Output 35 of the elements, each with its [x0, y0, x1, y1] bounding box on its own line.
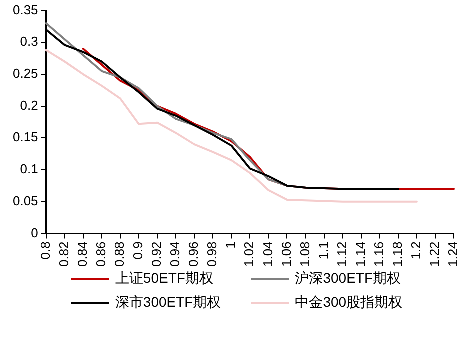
legend-label: 沪深300ETF期权 [295, 270, 402, 288]
y-tick-label: 0.3 [20, 34, 38, 50]
x-tick-label: 0.88 [112, 242, 128, 268]
legend-label: 中金300股指期权 [295, 294, 403, 312]
x-tick-label: 0.92 [149, 242, 164, 268]
x-tick-label: 1.08 [297, 242, 312, 268]
x-tick-label: 0.82 [56, 242, 72, 268]
x-tick-label: 0.96 [186, 242, 202, 268]
x-tick-label: 1.2 [408, 242, 424, 260]
y-tick-label: 0 [31, 225, 38, 240]
x-tick-label: 0.86 [93, 242, 108, 268]
y-tick-label: 0.25 [12, 66, 38, 82]
x-tick-label: 1.04 [260, 242, 276, 268]
legend-label: 上证50ETF期权 [115, 270, 214, 288]
x-tick-label: 0.9 [130, 242, 146, 260]
y-tick-label: 0.15 [12, 130, 38, 145]
x-tick-label: 1.02 [242, 242, 257, 268]
x-tick-label: 1.22 [427, 242, 442, 268]
x-tick-label: 1.16 [371, 242, 386, 268]
x-tick-label: 1.24 [446, 242, 461, 268]
x-tick-label: 0.98 [204, 242, 220, 268]
x-tick-label: 1.1 [316, 242, 331, 260]
x-tick-label: 0.8 [38, 242, 53, 260]
x-tick-label: 1 [223, 242, 238, 249]
legend-label: 深市300ETF期权 [115, 294, 222, 312]
y-tick-label: 0.1 [20, 162, 38, 177]
x-tick-label: 0.94 [168, 242, 183, 268]
x-tick-label: 1.14 [352, 242, 368, 268]
x-tick-label: 1.12 [334, 242, 350, 268]
y-tick-label: 0.35 [12, 2, 38, 18]
x-tick-label: 0.84 [74, 242, 90, 268]
x-tick-label: 1.18 [390, 242, 405, 268]
x-tick-label: 1.06 [278, 242, 294, 268]
y-tick-label: 0.2 [20, 98, 38, 113]
y-tick-label: 0.05 [12, 193, 38, 208]
